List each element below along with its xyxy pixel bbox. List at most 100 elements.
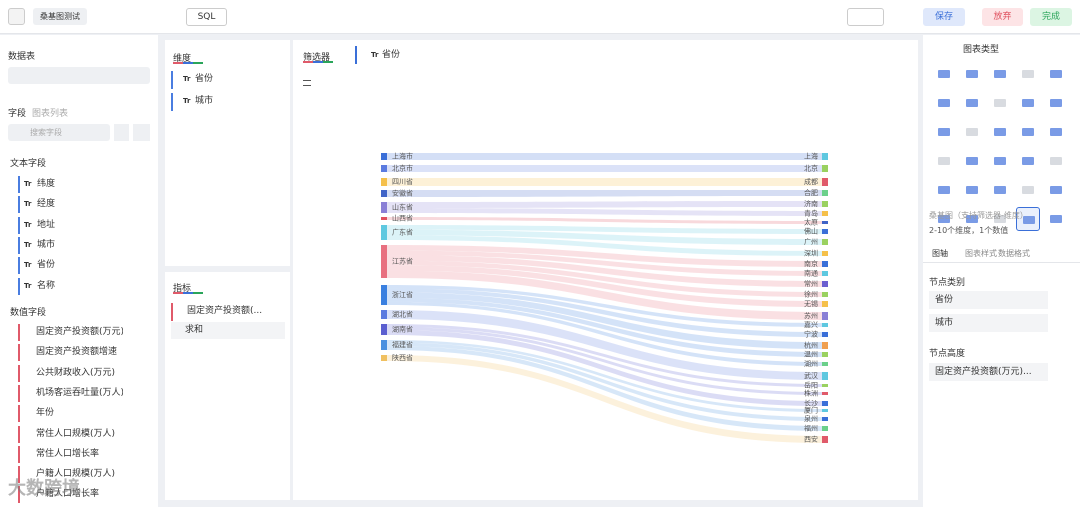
filter-field[interactable]: Tr 省份 xyxy=(355,46,405,64)
numeric-field[interactable]: 户籍人口规模(万人) xyxy=(18,466,123,484)
numeric-field[interactable]: 常住人口规模(万人) xyxy=(18,425,123,443)
chart-type-icon xyxy=(1050,99,1062,107)
chart-type-option[interactable] xyxy=(1044,62,1068,86)
chart-type-option[interactable] xyxy=(1016,62,1040,86)
chart-type-option[interactable] xyxy=(960,91,984,115)
settings-tab[interactable]: 图轴 xyxy=(932,249,948,258)
done-button[interactable]: 完成 xyxy=(1030,8,1072,26)
field-name: 省份 xyxy=(37,260,56,271)
chart-type-option[interactable] xyxy=(932,149,956,173)
search-box[interactable]: 搜索字段 xyxy=(8,124,110,141)
sankey-target-node xyxy=(822,384,828,387)
back-button[interactable] xyxy=(8,8,25,25)
add-button[interactable] xyxy=(133,124,150,141)
settings-tab[interactable]: 图表样式 xyxy=(965,249,997,258)
sankey-target-node xyxy=(822,292,828,297)
settings-button[interactable] xyxy=(847,8,884,26)
node-category-select[interactable]: 城市 xyxy=(929,314,1048,332)
chart-type-option[interactable] xyxy=(988,149,1012,173)
text-field[interactable]: Tr 纬度 xyxy=(18,176,68,193)
menu-icon xyxy=(303,80,311,86)
fields-tab[interactable]: 字段 xyxy=(8,109,27,119)
sankey-source-node xyxy=(381,324,387,335)
numeric-fields-title: 数值字段 xyxy=(10,308,47,318)
chart-type-option[interactable] xyxy=(932,91,956,115)
chart-type-option[interactable] xyxy=(932,62,956,86)
numeric-field[interactable]: 固定资产投资额增速 xyxy=(18,344,123,362)
chart-type-option[interactable] xyxy=(1044,149,1068,173)
sankey-source-node xyxy=(381,178,387,186)
save-button[interactable]: 保存 xyxy=(923,8,965,26)
sankey-source-node xyxy=(381,153,387,160)
chart-type-icon xyxy=(1022,70,1034,78)
chart-type-option[interactable] xyxy=(960,62,984,86)
text-field[interactable]: Tr 城市 xyxy=(18,236,68,254)
chart-type-option[interactable] xyxy=(988,178,1012,202)
dimension-item[interactable]: Tr 城市 xyxy=(171,93,285,111)
discard-button[interactable]: 放弃 xyxy=(982,8,1023,26)
text-field[interactable]: Tr 地址 xyxy=(18,216,68,234)
numeric-field[interactable]: 年份 xyxy=(18,405,123,423)
sort-button[interactable] xyxy=(114,124,129,141)
sql-button[interactable]: SQL xyxy=(186,8,227,26)
chart-type-option[interactable] xyxy=(1016,149,1040,173)
chart-type-option[interactable] xyxy=(960,120,984,144)
sankey-target-node xyxy=(822,352,828,357)
filter-field-name: 省份 xyxy=(382,50,401,60)
text-field[interactable]: Tr 省份 xyxy=(18,257,68,275)
sankey-target-label: 湖州 xyxy=(804,359,818,368)
sankey-link xyxy=(387,208,822,216)
chart-type-option[interactable] xyxy=(1016,120,1040,144)
sankey-target-label: 苏州 xyxy=(804,311,818,320)
numeric-field[interactable]: 公共财政收入(万元) xyxy=(18,364,123,382)
chart-type-option[interactable] xyxy=(988,207,1012,231)
chart-list-tab[interactable]: 图表列表 xyxy=(32,109,69,119)
numeric-field[interactable]: 固定资产投资额(万元) xyxy=(18,324,123,341)
chart-type-option[interactable] xyxy=(988,62,1012,86)
chart-type-option[interactable] xyxy=(988,91,1012,115)
sankey-link xyxy=(387,250,822,276)
text-field[interactable]: Tr 经度 xyxy=(18,196,68,214)
settings-tab[interactable]: 数据格式 xyxy=(998,249,1030,258)
chart-type-option[interactable] xyxy=(932,207,956,231)
chart-panel: 筛选器 Tr 省份 上海市 上海 北京市 北京 四川省 成都 安徽省 合肥 山东省 济南 青岛 山西省 太原广… xyxy=(293,40,918,500)
sankey-link xyxy=(387,355,822,443)
aggregation[interactable]: 求和 xyxy=(171,322,285,339)
numeric-field[interactable]: 机场客运吞吐量(万人) xyxy=(18,384,123,402)
chart-type-option[interactable] xyxy=(988,120,1012,144)
chart-type-option[interactable] xyxy=(1044,91,1068,115)
text-field[interactable]: Tr 名称 xyxy=(18,277,68,295)
chart-type-option[interactable] xyxy=(960,178,984,202)
node-height-select[interactable]: 固定资产投资额(万元)... xyxy=(929,363,1048,381)
chart-type-option[interactable] xyxy=(932,120,956,144)
sankey-source-label: 四川省 xyxy=(392,177,413,186)
chart-type-option[interactable] xyxy=(960,149,984,173)
chart-type-option[interactable] xyxy=(960,207,984,231)
chart-type-option[interactable] xyxy=(1044,178,1068,202)
sankey-target-node xyxy=(822,178,828,186)
sankey-source-label: 福建省 xyxy=(392,340,413,349)
numeric-field[interactable]: 常住人口增长率 xyxy=(18,445,123,463)
chart-type-option[interactable] xyxy=(932,178,956,202)
sankey-target-node xyxy=(822,153,828,160)
sankey-source-node xyxy=(381,285,387,305)
chart-type-option[interactable] xyxy=(1016,91,1040,115)
chart-type-selected[interactable] xyxy=(1016,207,1040,231)
dataset-select[interactable] xyxy=(8,67,150,84)
field-type-icon: Tr xyxy=(183,75,191,83)
sankey-link xyxy=(387,327,822,395)
chart-type-option[interactable] xyxy=(1044,207,1068,231)
numeric-field[interactable]: 户籍人口增长率 xyxy=(18,486,123,504)
chart-type-option[interactable] xyxy=(1016,178,1040,202)
dimension-item[interactable]: Tr 省份 xyxy=(171,71,285,89)
sankey-source-label: 北京市 xyxy=(392,164,413,173)
chart-type-icon xyxy=(994,157,1006,165)
node-category-title: 节点类别 xyxy=(929,278,966,288)
measure-item[interactable]: 固定资产投资额(... xyxy=(171,303,285,321)
chart-name[interactable]: 桑基图测试 xyxy=(33,8,87,25)
chart-type-option[interactable] xyxy=(1044,120,1068,144)
filter-title: 筛选器 xyxy=(303,53,331,63)
sankey-link xyxy=(387,229,822,245)
node-category-select[interactable]: 省份 xyxy=(929,291,1048,309)
